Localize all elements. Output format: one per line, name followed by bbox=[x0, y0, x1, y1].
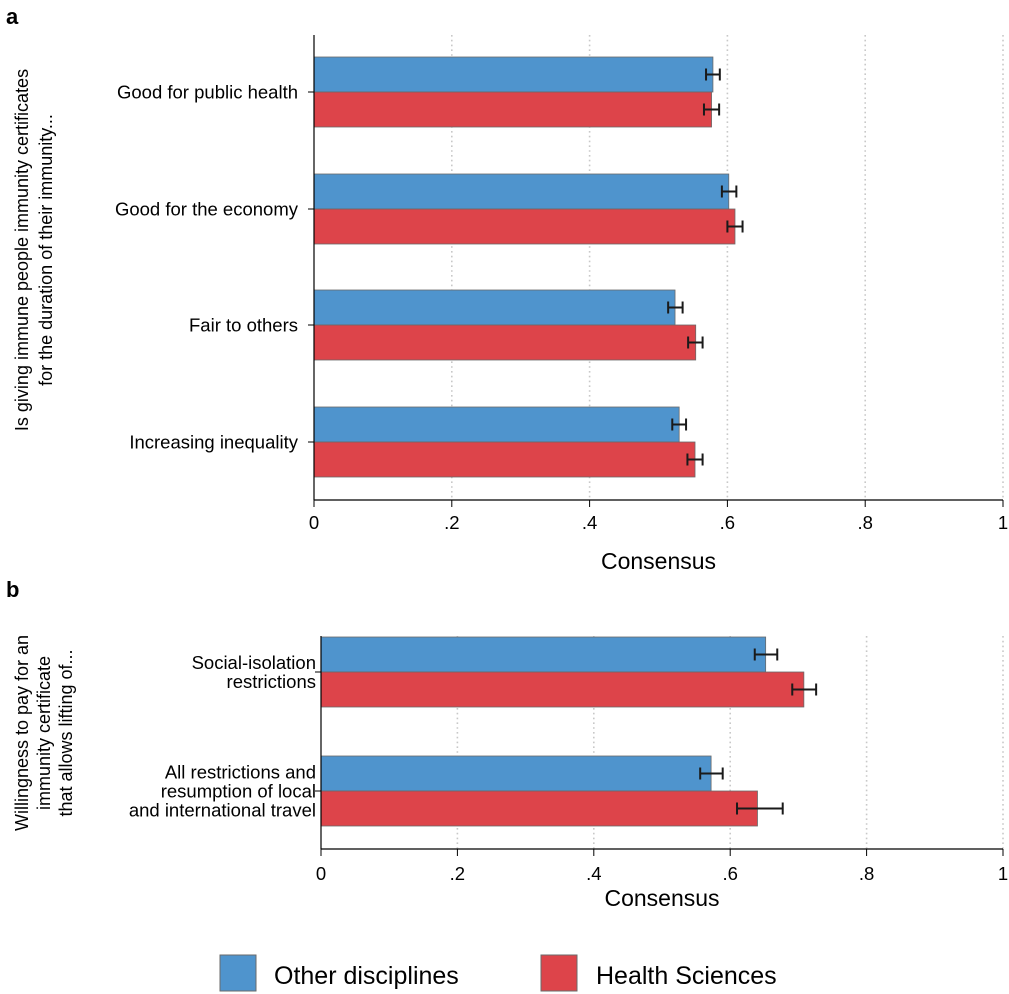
legend-swatch-other-disciplines bbox=[219, 954, 257, 992]
category-label: Fair to others bbox=[189, 315, 298, 336]
x-tick-label: .2 bbox=[450, 863, 465, 884]
bar-health-sciences bbox=[313, 324, 697, 361]
bar-other-disciplines bbox=[320, 755, 712, 792]
bar-health-sciences bbox=[320, 790, 758, 827]
category-label: restrictions bbox=[227, 671, 316, 692]
x-tick-label: 1 bbox=[998, 512, 1008, 533]
bar-other-disciplines bbox=[313, 56, 714, 93]
y-axis-title: Is giving immune people immunity certifi… bbox=[12, 69, 32, 431]
category-label: Good for public health bbox=[117, 82, 298, 103]
category-label: All restrictions and bbox=[165, 762, 316, 783]
x-tick-label: .6 bbox=[720, 512, 735, 533]
panel-letter: b bbox=[6, 577, 19, 602]
x-tick-label: 1 bbox=[998, 863, 1008, 884]
category-label: and international travel bbox=[129, 800, 316, 821]
x-tick-label: .6 bbox=[722, 863, 737, 884]
category-label: resumption of local bbox=[161, 781, 316, 802]
panel-letter: a bbox=[6, 4, 19, 29]
legend-label: Health Sciences bbox=[596, 962, 777, 990]
x-tick-label: .4 bbox=[582, 512, 597, 533]
bar-health-sciences bbox=[313, 208, 736, 245]
y-axis-title: Willingness to pay for an bbox=[12, 635, 32, 831]
legend: Other disciplines Health Sciences bbox=[219, 954, 777, 992]
y-axis-title: that allows lifting of... bbox=[56, 649, 76, 816]
bar-health-sciences bbox=[313, 441, 696, 478]
y-axis-title: for the duration of their immunity... bbox=[36, 114, 56, 386]
bar-health-sciences bbox=[320, 671, 805, 708]
x-tick-label: .4 bbox=[586, 863, 601, 884]
x-tick-label: .8 bbox=[859, 863, 874, 884]
x-tick-label: .8 bbox=[857, 512, 872, 533]
bar-other-disciplines bbox=[313, 173, 730, 210]
x-tick-label: 0 bbox=[309, 512, 319, 533]
y-axis-title: immunity certificate bbox=[34, 656, 54, 810]
bar-other-disciplines bbox=[320, 636, 767, 673]
x-tick-label: .2 bbox=[444, 512, 459, 533]
x-axis-title: Consensus bbox=[601, 548, 716, 574]
legend-label: Other disciplines bbox=[274, 962, 459, 990]
chart-panel-a: a Good for public health Good for the econ… bbox=[6, 4, 1008, 574]
bar-other-disciplines bbox=[313, 289, 676, 326]
bar-other-disciplines bbox=[313, 406, 680, 443]
category-label: Social-isolation bbox=[192, 652, 316, 673]
category-label: Increasing inequality bbox=[129, 432, 298, 453]
category-label: Good for the economy bbox=[115, 199, 299, 220]
legend-swatch-health-sciences bbox=[540, 954, 578, 992]
x-tick-label: 0 bbox=[316, 863, 326, 884]
bar-health-sciences bbox=[313, 91, 712, 128]
x-axis-title: Consensus bbox=[604, 885, 719, 911]
